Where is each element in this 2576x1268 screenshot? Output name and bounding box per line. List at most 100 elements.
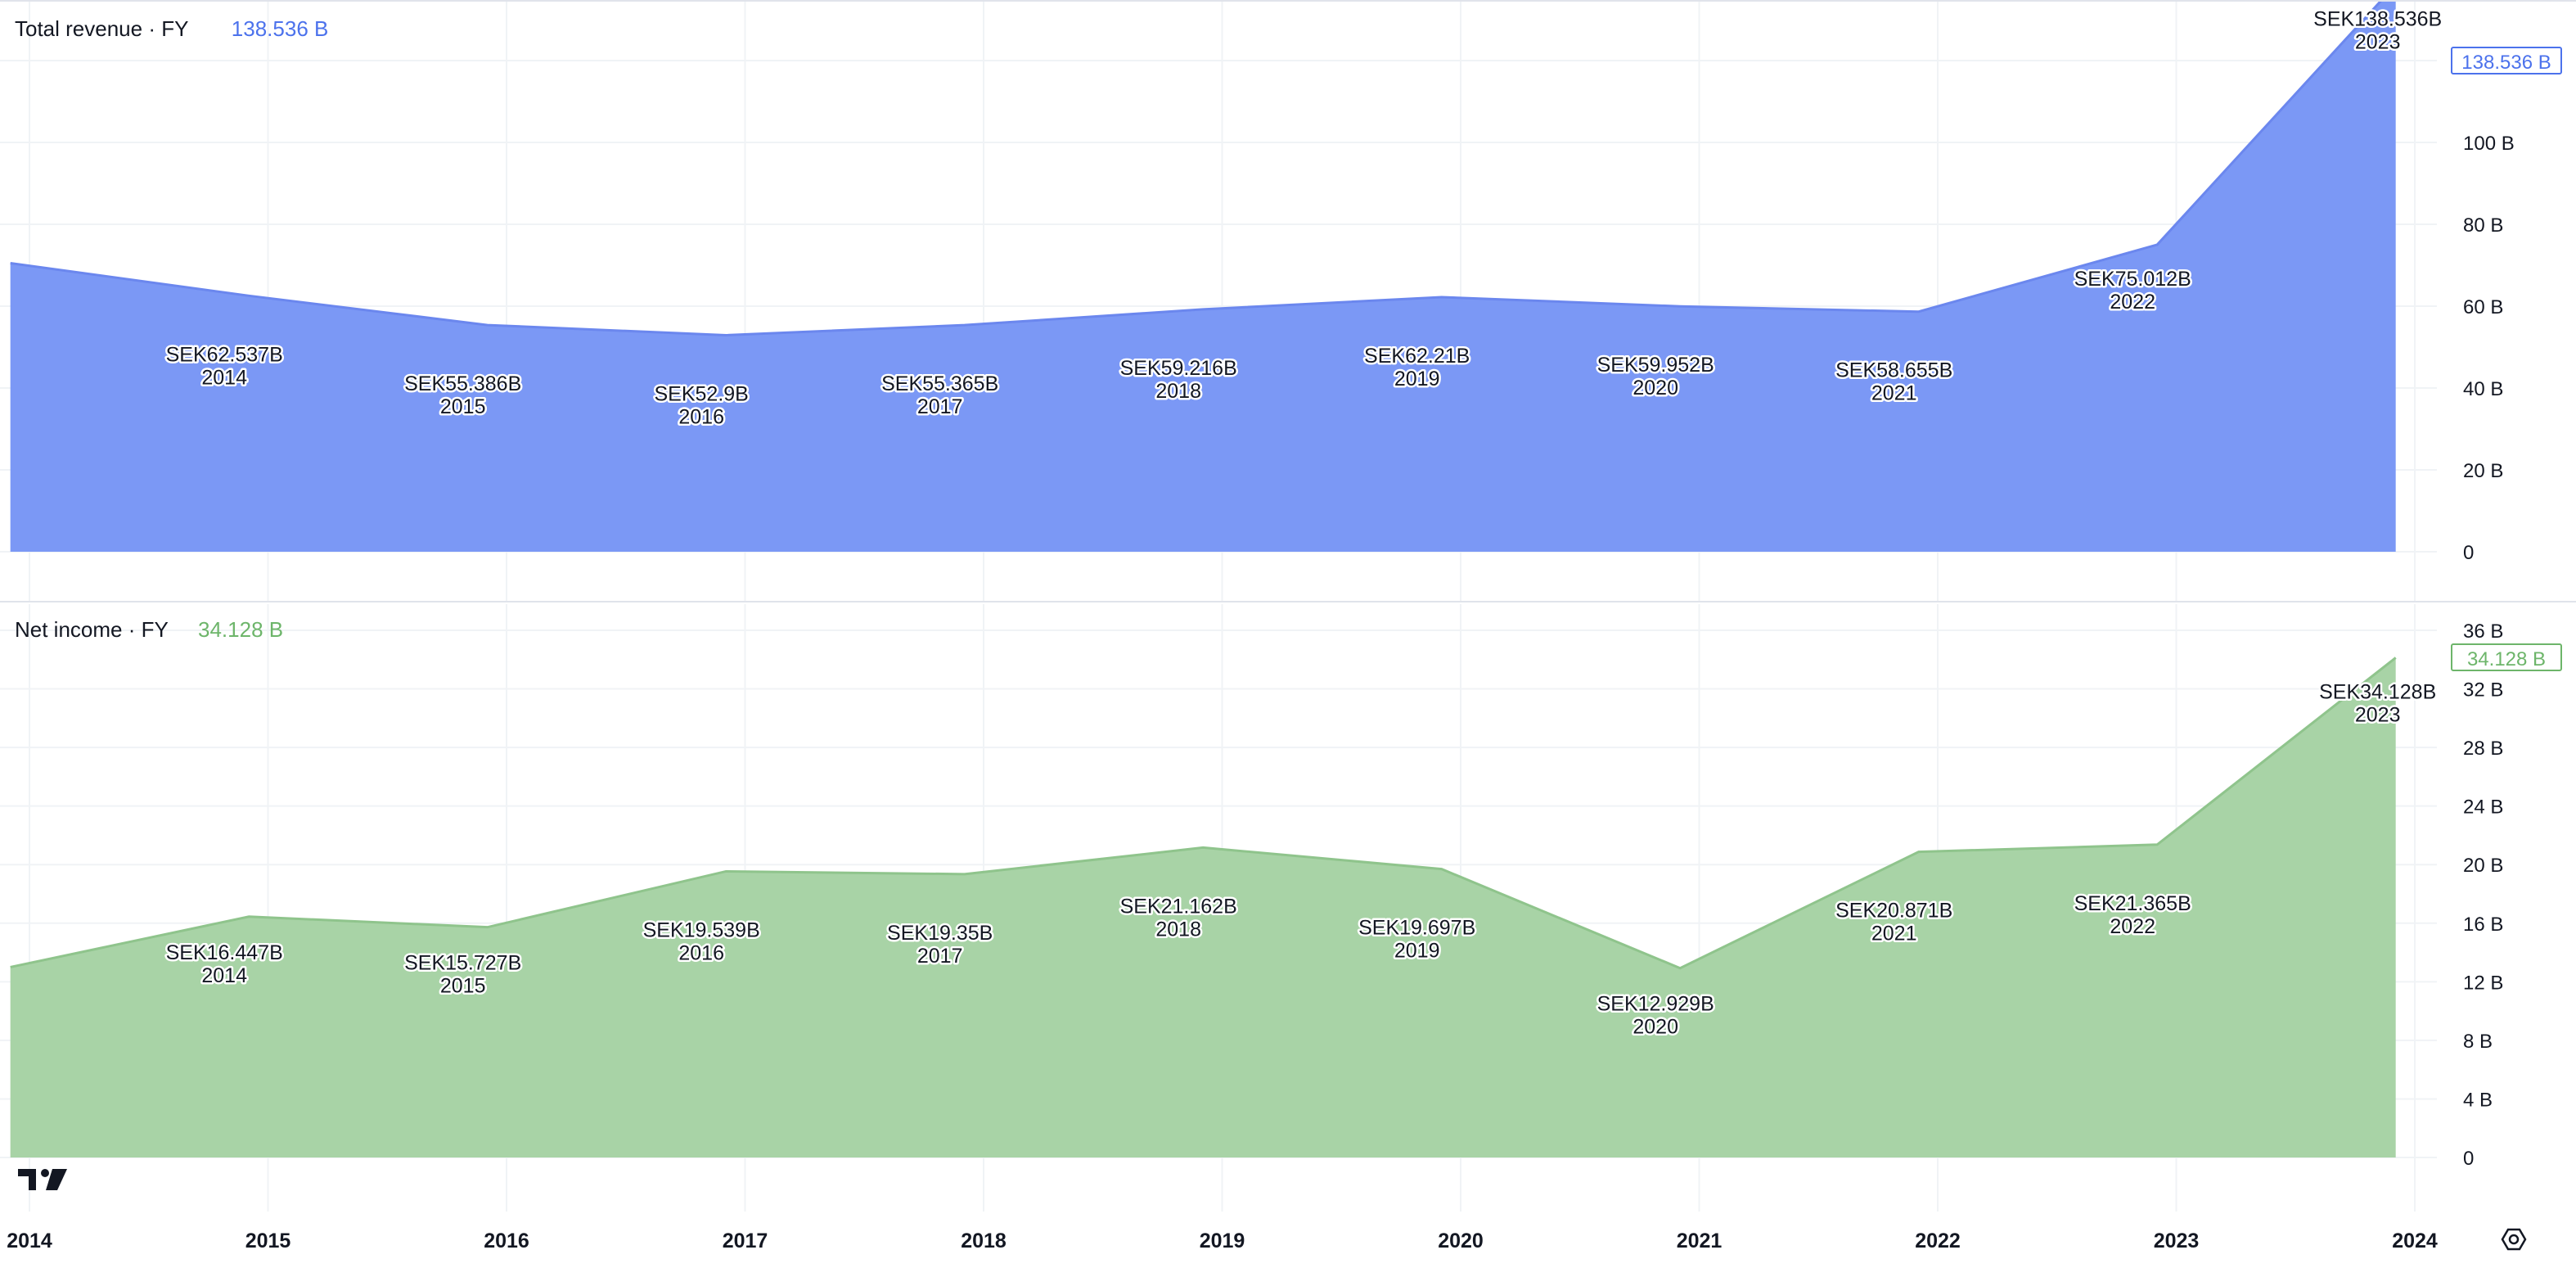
x-tick-label: 2021 [1677, 1230, 1723, 1252]
data-label-year: 2015 [440, 395, 486, 418]
gear-center [2508, 1234, 2520, 1245]
tradingview-logo-icon[interactable] [18, 1169, 67, 1190]
data-label-year: 2015 [440, 975, 486, 998]
y-tick-label: 24 B [2463, 796, 2503, 819]
x-tick-label: 2016 [484, 1230, 529, 1252]
logo-dot [41, 1169, 49, 1177]
data-label-value: SEK55.386B [404, 372, 521, 395]
data-label-value: SEK19.35B [887, 922, 993, 945]
pane-title: Total revenue · FY [15, 16, 188, 41]
data-label-year: 2021 [1871, 923, 1917, 945]
data-label-value: SEK20.871B [1835, 900, 1952, 923]
x-tick-label: 2017 [723, 1230, 768, 1252]
data-label-year: 2020 [1633, 377, 1678, 399]
y-tick-label: 60 B [2463, 296, 2503, 318]
data-label-value: SEK15.727B [404, 952, 521, 975]
y-tick-label: 4 B [2463, 1089, 2493, 1111]
data-label-year: 2018 [1155, 380, 1201, 403]
data-label-year: 2018 [1155, 918, 1201, 941]
data-label-value: SEK55.365B [881, 372, 998, 395]
data-label-value: SEK34.128B [2319, 680, 2436, 703]
data-label-year: 2017 [917, 395, 963, 418]
x-tick-label: 2024 [2392, 1230, 2438, 1252]
y-tick-label: 40 B [2463, 378, 2503, 400]
data-label-value: SEK19.539B [643, 918, 760, 941]
data-label-year: 2019 [1394, 940, 1440, 963]
x-axis: 2014 2015 2016 2017 2018 2019 2020 2021 2022 2023… [7, 1230, 2438, 1252]
data-label-year: 2023 [2355, 703, 2401, 726]
data-label-value: SEK59.216B [1120, 357, 1237, 380]
data-label-year: 2014 [201, 964, 247, 987]
data-label-value: SEK19.697B [1358, 917, 1475, 940]
data-label-value: SEK21.162B [1120, 895, 1237, 918]
x-tick-label: 2014 [7, 1230, 52, 1252]
x-tick-label: 2023 [2154, 1230, 2200, 1252]
area-fill [10, 0, 2396, 552]
y-tick-label: 0 [2463, 542, 2474, 564]
settings-gear-icon[interactable] [2501, 1228, 2527, 1251]
data-label-value: SEK62.21B [1364, 345, 1470, 368]
y-tick-label: 20 B [2463, 855, 2503, 877]
y-tick-label: 100 B [2463, 133, 2515, 155]
data-label-year: 2014 [201, 366, 247, 389]
logo-part [18, 1169, 36, 1190]
data-label-year: 2023 [2355, 30, 2401, 53]
last-value-tag [2451, 47, 2562, 74]
data-label-value: SEK59.952B [1597, 354, 1714, 377]
y-tick-label: 0 [2463, 1148, 2474, 1170]
y-tick-label: 8 B [2463, 1031, 2493, 1053]
data-label-value: SEK58.655B [1835, 359, 1952, 382]
data-label-year: 2021 [1871, 382, 1917, 405]
data-label-year: 2022 [2110, 291, 2155, 314]
x-tick-label: 2015 [245, 1230, 291, 1252]
data-label-year: 2016 [678, 406, 724, 429]
data-label-value: SEK21.365B [2074, 892, 2191, 915]
data-label-value: SEK138.536B [2313, 7, 2442, 30]
pane-last-value: 34.128 B [198, 617, 283, 642]
area-fill [10, 657, 2396, 1157]
y-tick-label: 28 B [2463, 738, 2503, 760]
series-line [10, 0, 2384, 337]
y-tick-label: 36 B [2463, 620, 2503, 643]
data-label-value: SEK52.9B [655, 383, 749, 406]
last-value-tag-label: 34.128 B [2467, 648, 2546, 670]
series-line [10, 657, 2397, 970]
y-tick-label: 16 B [2463, 914, 2503, 936]
data-label-year: 2017 [917, 945, 963, 968]
x-tick-label: 2020 [1438, 1230, 1484, 1252]
pane-net-income: 0 4 B 8 B 12 B 16 B 20 B 24 B 28 B 32 B 36 B SEK16… [0, 617, 2562, 1170]
data-label-value: SEK12.929B [1597, 993, 1714, 1016]
data-label-year: 2020 [1633, 1016, 1678, 1039]
data-label-value: SEK62.537B [166, 343, 283, 366]
last-value-tag [2451, 643, 2562, 671]
data-label-value: SEK16.447B [166, 941, 283, 964]
x-tick-label: 2022 [1915, 1230, 1961, 1252]
last-value-tag-label: 138.536 B [2461, 52, 2551, 74]
gear-outline [2501, 1228, 2527, 1251]
data-label-year: 2016 [678, 941, 724, 964]
x-tick-label: 2018 [961, 1230, 1007, 1252]
data-label-year: 2022 [2110, 915, 2155, 938]
pane-title: Net income · FY [15, 617, 169, 642]
